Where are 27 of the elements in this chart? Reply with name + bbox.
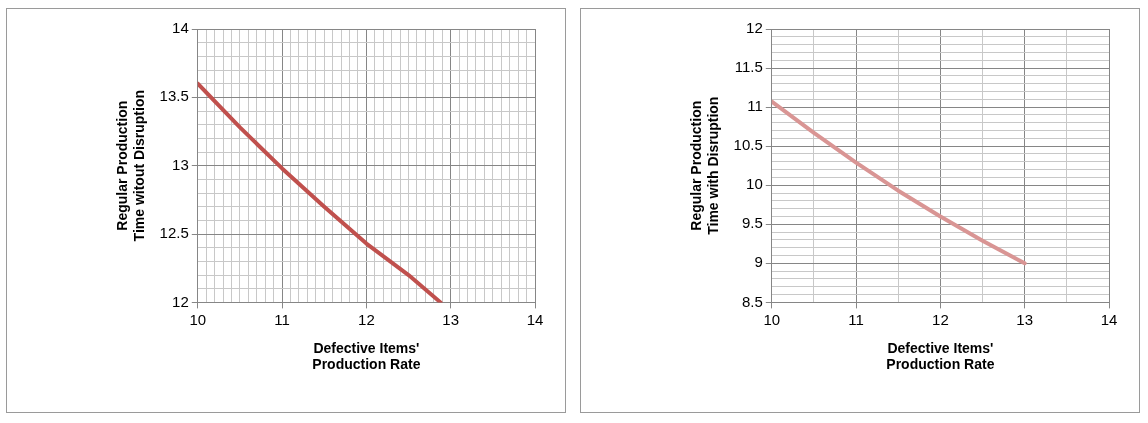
y-tick-label: 9.5: [741, 214, 763, 232]
x-tick-label: 10: [189, 310, 207, 328]
x-tick-label: 12: [932, 310, 949, 328]
x-tick-label: 14: [526, 310, 544, 328]
x-tick-label: 13: [1016, 310, 1034, 328]
y-tick-label: 11.5: [734, 58, 763, 76]
y-tick-label: 12: [746, 19, 763, 37]
y-tick-label: 10.5: [733, 136, 763, 154]
y-tick-label: 12.5: [159, 224, 189, 242]
y-axis-title: Regular Production Time with Disruption: [688, 96, 722, 235]
y-tick-label: 10: [746, 175, 763, 193]
y-axis-title: Regular Production Time witout Disruption: [114, 90, 148, 242]
y-tick-label: 13: [172, 155, 189, 173]
x-tick-label: 13: [442, 310, 460, 328]
y-tick-label: 9: [754, 253, 763, 271]
y-tick-label: 14: [172, 19, 189, 37]
y-tick-label: 11: [747, 97, 763, 115]
x-tick-label: 12: [358, 310, 375, 328]
x-tick-label: 11: [274, 310, 290, 328]
x-tick-label: 11: [848, 310, 864, 328]
x-tick-label: 14: [1100, 310, 1118, 328]
y-tick-label: 12: [172, 292, 189, 310]
y-tick-label: 13.5: [159, 87, 189, 105]
y-tick-label: 8.5: [741, 292, 763, 310]
x-axis-title: Defective Items' Production Rate: [886, 339, 995, 373]
x-tick-label: 10: [763, 310, 781, 328]
x-axis-title: Defective Items' Production Rate: [312, 339, 421, 373]
